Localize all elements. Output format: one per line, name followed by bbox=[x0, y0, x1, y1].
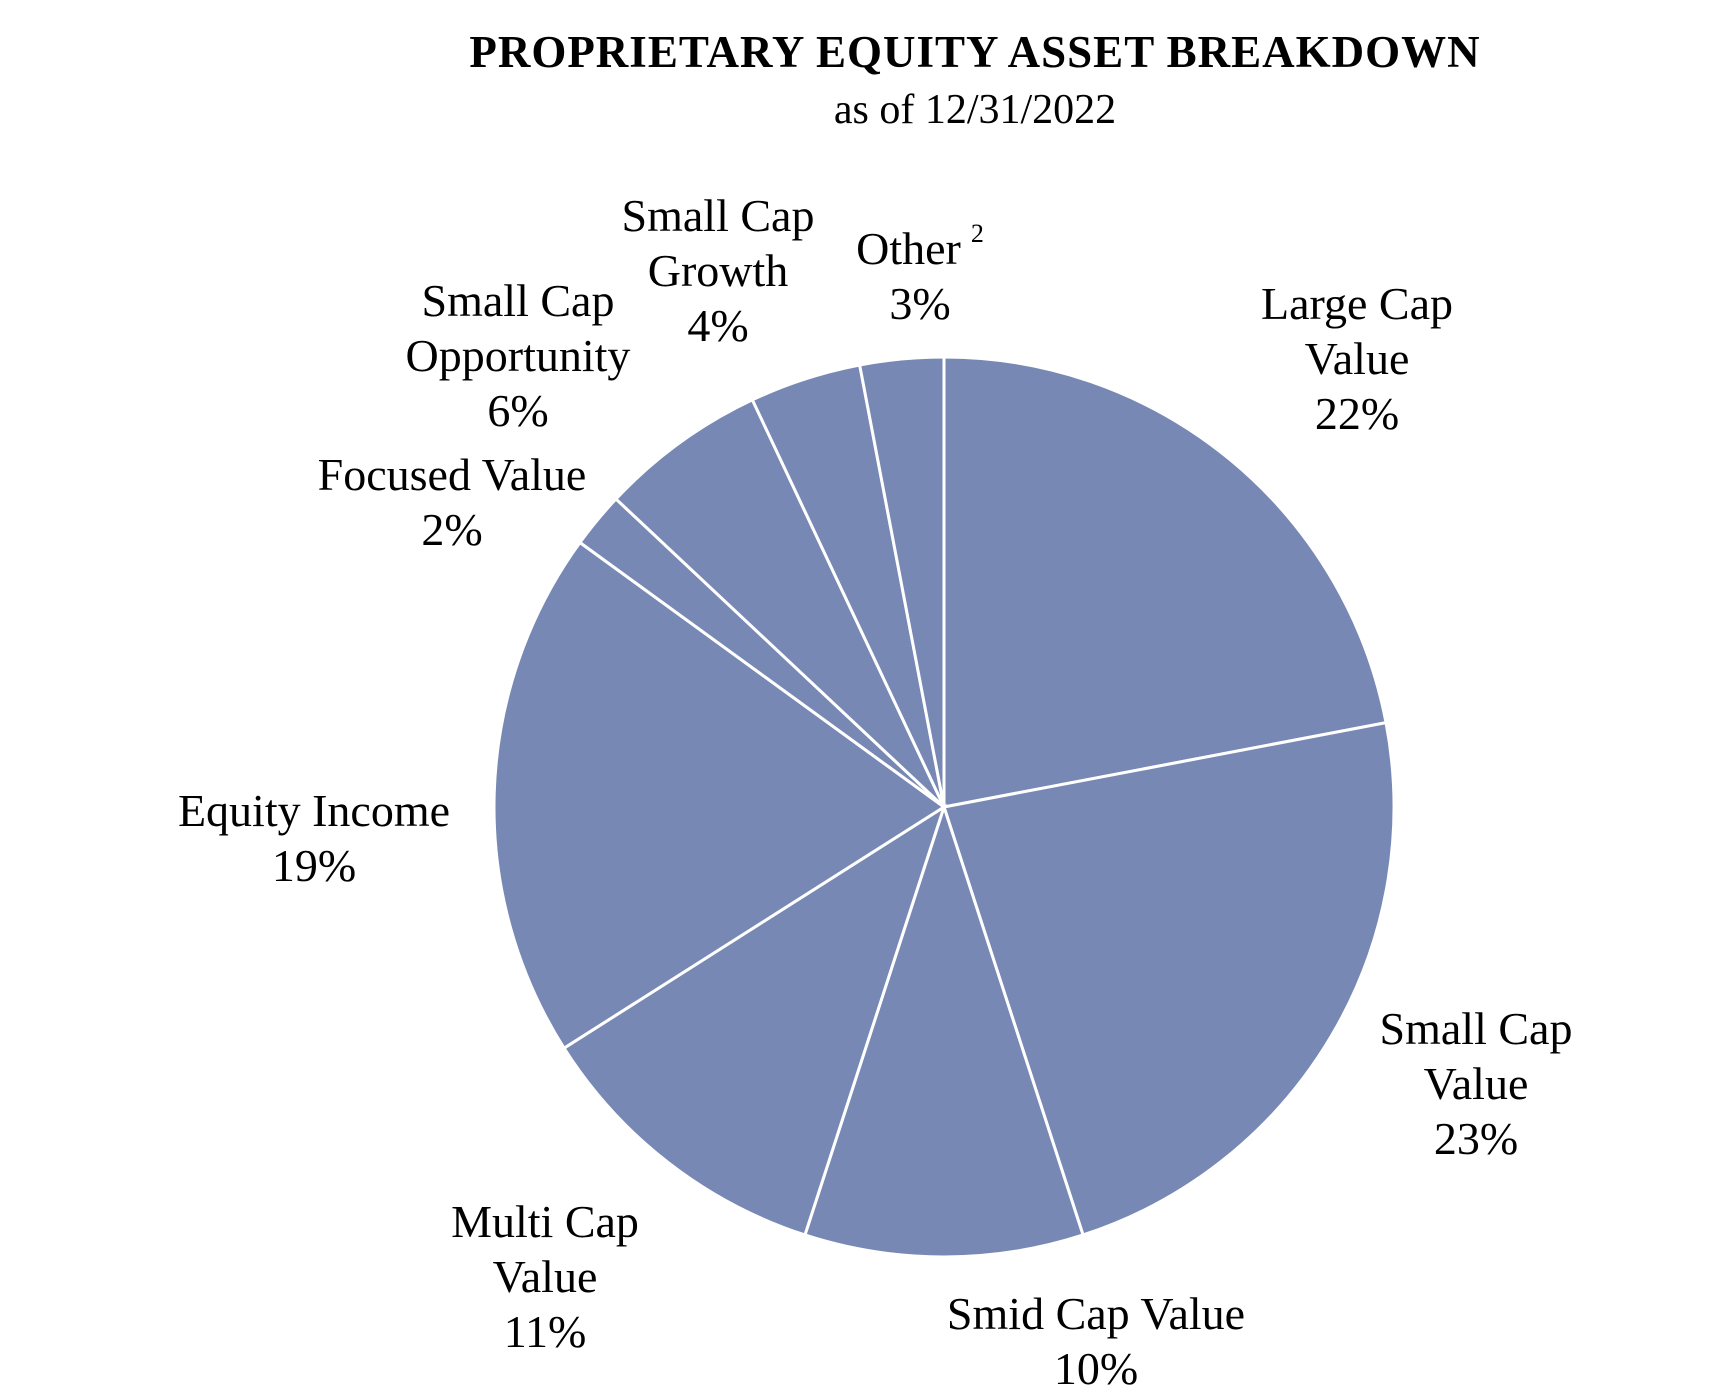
category-label: Small Cap Value bbox=[1379, 1003, 1573, 1109]
slice-label: Smid Cap Value 10% bbox=[896, 1286, 1296, 1392]
value-label: 11% bbox=[503, 1306, 587, 1357]
pie-slice bbox=[942, 720, 1396, 1237]
category-label: Small Cap Growth bbox=[621, 190, 815, 296]
pie-slice bbox=[613, 397, 946, 809]
chart-title: PROPRIETARY EQUITY ASSET BREAKDOWN bbox=[469, 27, 1481, 77]
category-label: Multi Cap Value bbox=[451, 1196, 639, 1302]
value-label: 10% bbox=[1053, 1343, 1139, 1392]
pie-slice bbox=[857, 355, 946, 808]
category-label: Focused Value bbox=[317, 449, 587, 500]
slice-label: Small Cap Opportunity 6% bbox=[398, 273, 638, 438]
pie-slice bbox=[803, 802, 1085, 1259]
slice-label: Focused Value 2% bbox=[252, 447, 652, 557]
slice-label: Equity Income 19% bbox=[114, 783, 514, 893]
slice-label: Small Cap Growth 4% bbox=[598, 188, 838, 353]
slice-label: Multi Cap Value 11% bbox=[425, 1194, 665, 1359]
value-label: 3% bbox=[889, 278, 951, 329]
pie-slice bbox=[561, 803, 947, 1237]
value-label: 6% bbox=[487, 385, 549, 436]
value-label: 22% bbox=[1314, 388, 1400, 439]
pie-slice bbox=[942, 355, 1388, 809]
category-label: Smid Cap Value bbox=[946, 1288, 1246, 1339]
value-label: 19% bbox=[271, 840, 357, 891]
category-label: Equity Income bbox=[177, 785, 451, 836]
category-label: Other bbox=[856, 223, 961, 274]
pie-slice bbox=[492, 540, 947, 1051]
slice-label: Large Cap Value 22% bbox=[1237, 276, 1477, 441]
category-label: Large Cap Value bbox=[1260, 278, 1454, 384]
slice-label: Small Cap Value 23% bbox=[1356, 1001, 1596, 1166]
slice-label: Other 2 3% bbox=[800, 221, 1040, 331]
chart-subtitle: as of 12/31/2022 bbox=[833, 87, 1117, 133]
value-label: 4% bbox=[687, 300, 749, 351]
value-label: 23% bbox=[1433, 1113, 1519, 1164]
value-label: 2% bbox=[421, 504, 483, 555]
footnote-mark: 2 bbox=[970, 219, 984, 248]
category-label: Small Cap Opportunity bbox=[405, 275, 631, 381]
